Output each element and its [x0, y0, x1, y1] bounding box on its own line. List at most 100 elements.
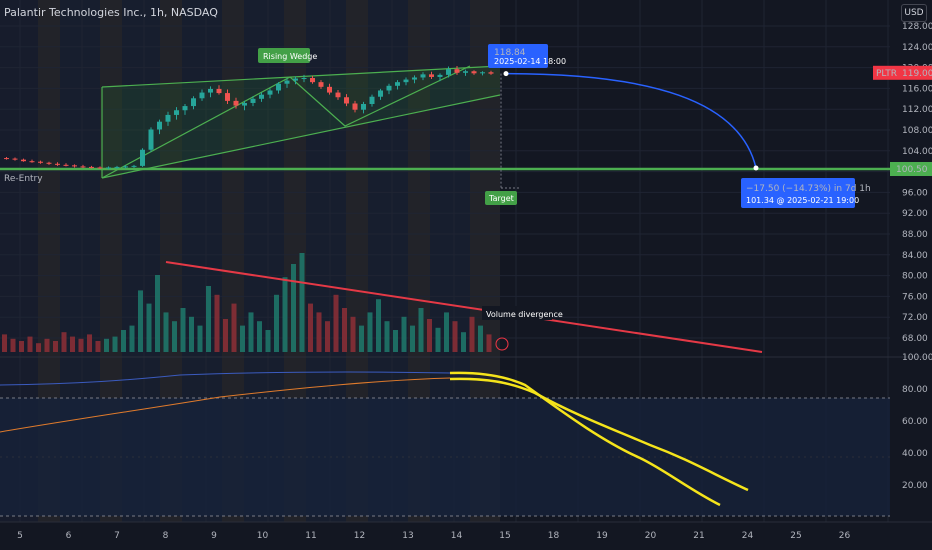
time-tick-label: 14 [451, 531, 463, 541]
oscillator-tick-label: 100.00 [902, 353, 932, 363]
volume-bar [486, 334, 492, 352]
candle-body [335, 92, 341, 98]
current-point [503, 71, 509, 77]
time-tick-label: 13 [402, 531, 413, 541]
time-tick-label: 7 [114, 531, 120, 541]
pattern-label-box [258, 48, 310, 63]
volume-bar [316, 312, 322, 352]
wedge-zigzag [101, 65, 471, 179]
candle-body [412, 77, 417, 80]
volume-bar [2, 334, 7, 352]
candle-body [199, 92, 205, 99]
volume-note-bg [482, 306, 552, 320]
candle-body [369, 96, 375, 104]
candle-body [131, 165, 137, 167]
candle-body [395, 82, 400, 86]
price-tick-label: 104.00 [902, 147, 932, 157]
time-tick-label: 10 [257, 531, 269, 541]
candle-body [344, 97, 349, 104]
price-tick-label: 96.00 [902, 188, 928, 198]
projection-change: −17.50 (−14.73%) in 7d 1h [746, 184, 871, 194]
volume-bar [231, 303, 237, 352]
time-tick-label: 15 [499, 531, 510, 541]
currency-button[interactable]: USD [901, 4, 927, 22]
price-tick-label: 92.00 [902, 209, 928, 219]
volume-bar [333, 294, 339, 352]
volume-bar [274, 294, 279, 352]
candle-body [225, 93, 230, 101]
volume-bar [214, 294, 220, 352]
candle-body [157, 121, 162, 130]
candle-body [429, 74, 434, 77]
candle-body [420, 74, 426, 78]
target-label-box [485, 191, 517, 205]
volume-bar [299, 253, 305, 352]
forecast-curve-upper [449, 377, 749, 492]
volume-bar [282, 277, 288, 352]
candle-body [4, 158, 9, 160]
candle-body [463, 71, 468, 73]
projection-curve [505, 72, 757, 169]
volume-bar [350, 316, 356, 352]
event-icon [495, 337, 509, 351]
volume-bar [444, 312, 449, 352]
volume-bar [19, 341, 24, 352]
volume-bar [418, 308, 424, 352]
candle-body [378, 90, 383, 97]
oscillator-tick-label: 20.00 [902, 481, 928, 491]
candle-body [403, 79, 409, 83]
candle-body [12, 158, 18, 160]
volume-bar [308, 303, 313, 352]
candle-body [46, 162, 52, 164]
wedge-upper-line [101, 65, 501, 88]
oscillator-tick-label: 80.00 [902, 385, 928, 395]
time-tick-label: 11 [305, 531, 316, 541]
projection-target: 101.34 @ 2025-02-21 19:00 [746, 196, 859, 205]
candle-body [471, 71, 477, 74]
time-tick-label: 8 [163, 531, 169, 541]
volume-bar [121, 330, 126, 352]
price-tick-label: 116.00 [902, 84, 932, 94]
wedge-lower-line [101, 94, 501, 179]
candle-body [327, 86, 332, 93]
candle-body [386, 85, 392, 91]
candle-body [276, 83, 281, 91]
candle-body [208, 88, 213, 93]
current-price-time: 2025-02-14 18:00 [494, 57, 566, 66]
volume-bar [146, 303, 152, 352]
projection-box [741, 178, 855, 208]
candle-body [267, 90, 273, 95]
volume-bar [70, 336, 75, 352]
volume-bar [27, 336, 33, 352]
candle-body [165, 114, 171, 122]
candle-body [29, 161, 35, 163]
support-price-label: 100.50 [896, 165, 928, 175]
volume-bar [36, 343, 41, 352]
price-tick-label: 88.00 [902, 230, 928, 240]
volume-bar [461, 332, 466, 352]
price-tick-label: 72.00 [902, 313, 928, 323]
volume-bar [163, 312, 169, 352]
candle-body [63, 164, 69, 166]
time-tick-label: 21 [693, 531, 704, 541]
price-tick-label: 80.00 [902, 272, 928, 282]
volume-bar [95, 341, 101, 352]
volume-bar [61, 332, 67, 352]
volume-bar [452, 321, 458, 352]
current-price-box [488, 44, 548, 68]
price-tick-label: 112.00 [902, 105, 932, 115]
candle-body [446, 69, 451, 75]
candle-body [284, 80, 290, 84]
time-tick-label: 12 [354, 531, 365, 541]
candle-body [106, 167, 111, 169]
candle-body [72, 165, 77, 167]
price-tick-label: 84.00 [902, 251, 928, 261]
candle-body [97, 167, 103, 169]
candle-body [123, 166, 128, 168]
volume-bar [240, 325, 245, 352]
volume-bar [172, 321, 177, 352]
volume-bar [384, 321, 390, 352]
volume-bar [129, 325, 135, 352]
